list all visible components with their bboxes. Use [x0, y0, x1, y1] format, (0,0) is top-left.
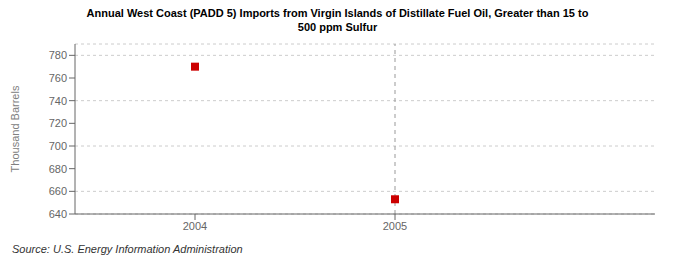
html-text:500 ppm Sulfur: 500 ppm Sulfur — [297, 21, 378, 33]
svg-text:740: 740 — [49, 95, 67, 107]
svg-text:760: 760 — [49, 72, 67, 84]
svg-text:Thousand Barrels: Thousand Barrels — [9, 85, 21, 172]
svg-text:700: 700 — [49, 140, 67, 152]
html-text:Annual West Coast (PADD 5) Imp: Annual West Coast (PADD 5) Imports from … — [86, 7, 589, 19]
svg-text:2004: 2004 — [183, 220, 207, 232]
svg-text:640: 640 — [49, 208, 67, 220]
svg-text:680: 680 — [49, 163, 67, 175]
svg-text:720: 720 — [49, 117, 67, 129]
html-text:Source: U.S. Energy Informatio: Source: U.S. Energy Information Administ… — [12, 243, 243, 255]
svg-text:2005: 2005 — [383, 220, 407, 232]
svg-text:780: 780 — [49, 49, 67, 61]
svg-text:660: 660 — [49, 185, 67, 197]
